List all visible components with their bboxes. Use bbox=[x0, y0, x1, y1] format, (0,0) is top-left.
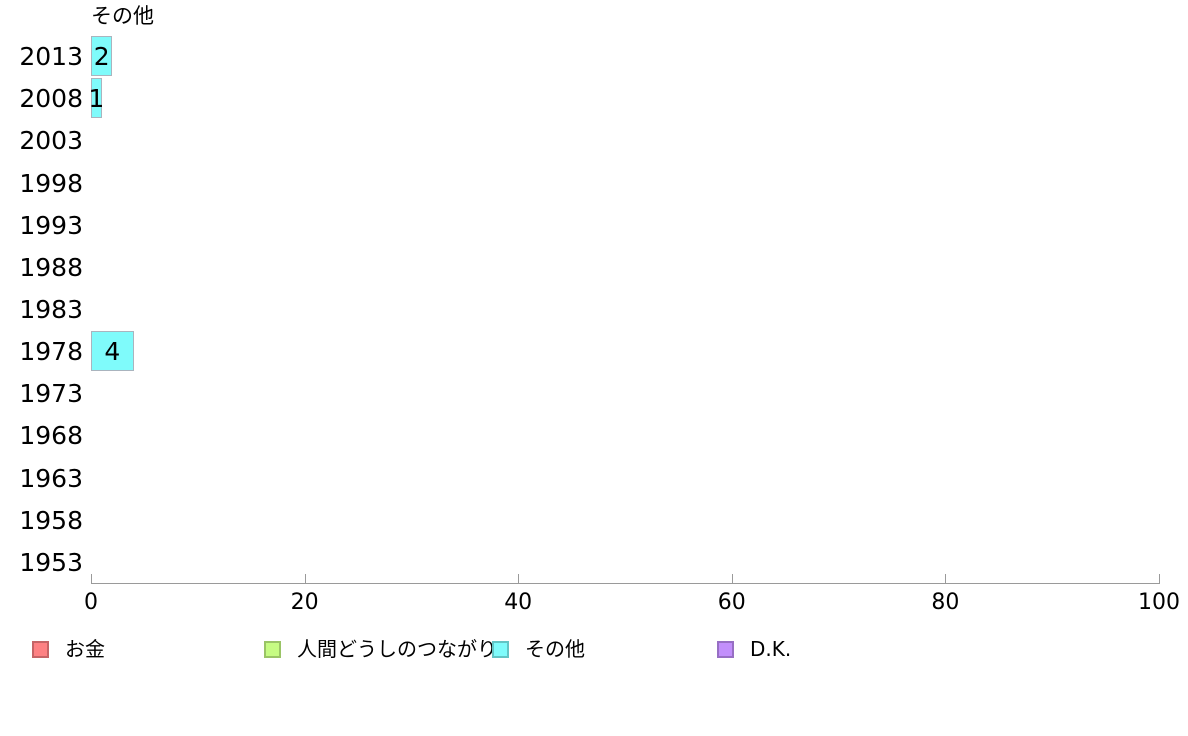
plot-area: 2 1 4 bbox=[88, 35, 1159, 583]
y-axis-tick-label: 1973 bbox=[19, 379, 83, 409]
y-axis-tick-label: 1983 bbox=[19, 295, 83, 324]
legend-swatch-icon bbox=[717, 640, 734, 658]
y-axis-tick-label: 1953 bbox=[19, 547, 83, 577]
x-axis-tick bbox=[1159, 574, 1160, 584]
x-axis-tick bbox=[304, 574, 306, 584]
legend-label: その他 bbox=[525, 637, 585, 661]
bar-value-label: 2 bbox=[93, 41, 110, 71]
x-axis-tick-label: 80 bbox=[931, 590, 960, 615]
x-axis-tick-label: 40 bbox=[504, 590, 533, 615]
y-axis-tick-label: 2008 bbox=[19, 84, 83, 114]
x-axis-tick-label: 60 bbox=[717, 590, 746, 615]
x-axis-tick bbox=[518, 574, 520, 584]
legend-swatch-icon bbox=[492, 640, 509, 658]
y-axis-tick-label: 1968 bbox=[19, 421, 83, 451]
chart-title: その他 bbox=[91, 4, 154, 28]
legend-label: D.K. bbox=[750, 637, 792, 661]
bar-2013: 2 bbox=[91, 36, 113, 77]
x-axis-line bbox=[91, 583, 1160, 584]
y-axis-tick-label: 1958 bbox=[19, 505, 83, 535]
x-axis-tick-label: 0 bbox=[84, 590, 98, 615]
x-axis-tick-label: 100 bbox=[1138, 590, 1180, 615]
legend-swatch-icon bbox=[264, 640, 281, 658]
chart-legend: お金 人間どうしのつながり その他 D.K. bbox=[0, 634, 1188, 664]
legend-item-2[interactable]: 人間どうしのつながり bbox=[264, 634, 497, 664]
legend-label: 人間どうしのつながり bbox=[297, 637, 497, 661]
legend-item-4[interactable]: D.K. bbox=[717, 634, 791, 664]
y-axis-tick-label: 2003 bbox=[19, 126, 83, 156]
bar-1978: 4 bbox=[91, 331, 134, 372]
y-axis-tick-label: 1988 bbox=[19, 252, 83, 282]
bar-value-label: 4 bbox=[104, 336, 121, 366]
bar-2008: 1 bbox=[88, 78, 105, 119]
y-axis-tick-label: 1978 bbox=[19, 337, 83, 367]
y-axis-tick-label: 2013 bbox=[19, 42, 83, 72]
x-axis-tick bbox=[91, 574, 92, 584]
y-axis-tick-label: 1998 bbox=[19, 168, 83, 198]
y-axis-category-labels: 2013 2008 2003 1998 1993 1988 1983 1978 1973 1968… bbox=[0, 35, 83, 583]
x-axis-tick-label: 20 bbox=[290, 590, 319, 615]
legend-item-3[interactable]: その他 bbox=[492, 634, 585, 664]
bar-value-label: 1 bbox=[88, 83, 105, 113]
x-axis-tick bbox=[945, 574, 947, 584]
legend-item-1[interactable]: お金 bbox=[32, 634, 105, 664]
x-axis-tick bbox=[731, 574, 733, 584]
y-axis-tick-label: 1993 bbox=[19, 210, 83, 240]
legend-swatch-icon bbox=[32, 640, 49, 658]
y-axis-tick-label: 1963 bbox=[19, 463, 83, 493]
legend-label: お金 bbox=[65, 637, 105, 661]
